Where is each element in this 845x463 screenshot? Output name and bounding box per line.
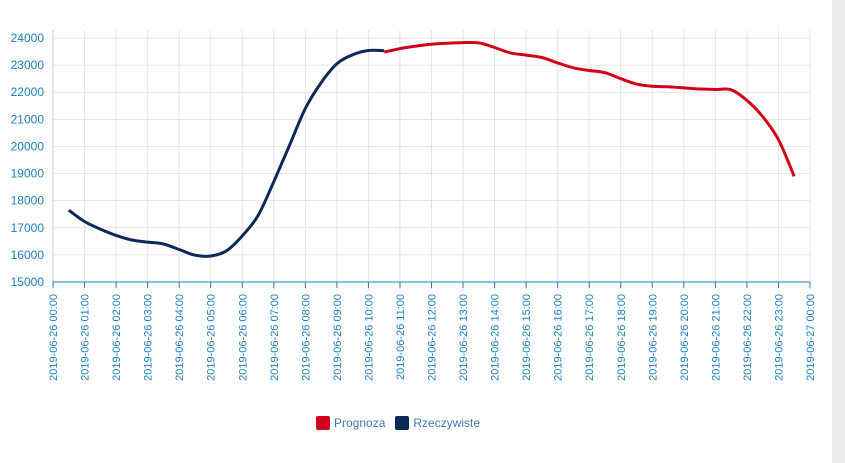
x-tick-label: 2019-06-26 10:00 — [363, 294, 375, 381]
x-tick-label: 2019-06-26 13:00 — [458, 294, 470, 381]
x-tick-label: 2019-06-26 02:00 — [111, 294, 123, 381]
x-tick-label: 2019-06-26 23:00 — [773, 294, 785, 381]
y-tick-label: 23000 — [11, 58, 45, 72]
x-tick-label: 2019-06-26 09:00 — [332, 294, 344, 381]
x-tick-label: 2019-06-26 06:00 — [237, 294, 249, 381]
x-tick-label: 2019-06-26 20:00 — [679, 294, 691, 381]
legend-item-rzeczywiste[interactable]: Rzeczywiste — [395, 416, 480, 430]
y-tick-label: 15000 — [11, 275, 45, 289]
x-tick-label: 2019-06-26 08:00 — [300, 294, 312, 381]
x-tick-label: 2019-06-26 19:00 — [647, 294, 659, 381]
x-tick-label: 2019-06-26 11:00 — [395, 294, 407, 380]
y-tick-label: 19000 — [11, 167, 45, 181]
y-tick-label: 16000 — [11, 248, 45, 262]
x-tick-label: 2019-06-26 18:00 — [616, 294, 628, 381]
x-tick-label: 2019-06-27 00:00 — [805, 294, 817, 381]
x-tick-label: 2019-06-26 22:00 — [742, 294, 754, 381]
x-tick-label: 2019-06-26 05:00 — [206, 294, 218, 381]
x-tick-label: 2019-06-26 16:00 — [553, 294, 565, 381]
legend-label-prognoza: Prognoza — [334, 416, 386, 430]
window-edge — [832, 0, 845, 463]
x-tick-label: 2019-06-26 00:00 — [48, 294, 60, 381]
y-tick-label: 24000 — [11, 31, 45, 45]
x-tick-label: 2019-06-26 14:00 — [490, 294, 502, 381]
x-tick-label: 2019-06-26 12:00 — [427, 294, 439, 381]
legend-item-prognoza[interactable]: Prognoza — [316, 416, 385, 430]
legend-swatch-rzeczywiste — [395, 416, 410, 430]
y-tick-label: 22000 — [11, 85, 45, 99]
y-tick-label: 18000 — [11, 194, 45, 208]
x-tick-label: 2019-06-26 21:00 — [710, 294, 722, 381]
x-tick-label: 2019-06-26 15:00 — [521, 294, 533, 381]
y-tick-label: 21000 — [11, 112, 45, 126]
series-line-prognoza — [383, 40, 796, 177]
legend: Prognoza Rzeczywiste — [316, 414, 480, 432]
x-tick-label: 2019-06-26 04:00 — [174, 294, 186, 381]
y-tick-label: 20000 — [11, 139, 45, 153]
y-tick-label: 17000 — [11, 221, 45, 235]
x-tick-label: 2019-06-26 03:00 — [143, 294, 155, 381]
legend-label-rzeczywiste: Rzeczywiste — [413, 416, 481, 430]
x-tick-label: 2019-06-26 07:00 — [269, 294, 281, 381]
x-tick-label: 2019-06-26 17:00 — [584, 294, 596, 381]
series-line-rzeczywiste — [67, 48, 385, 258]
x-tick-label: 2019-06-26 01:00 — [80, 294, 92, 381]
legend-swatch-prognoza — [316, 416, 330, 430]
